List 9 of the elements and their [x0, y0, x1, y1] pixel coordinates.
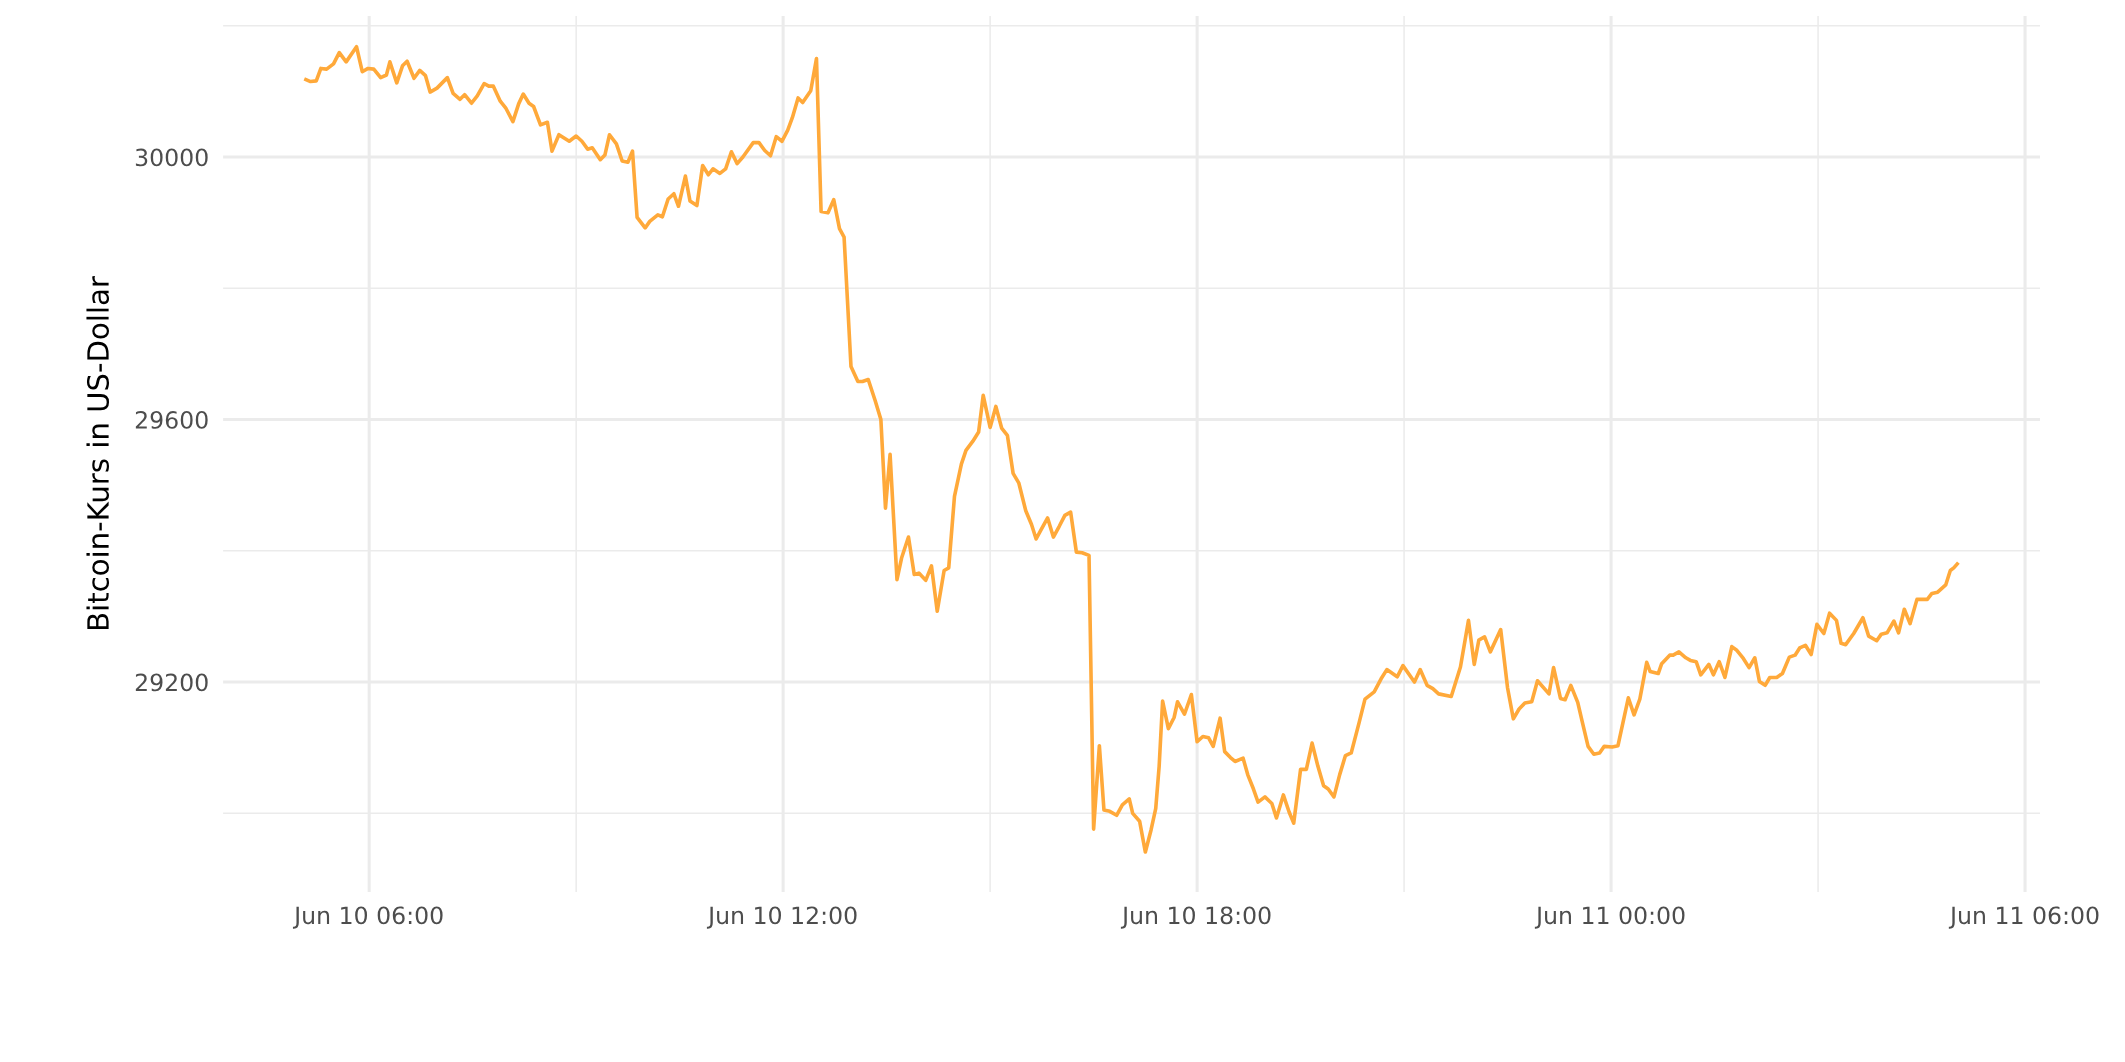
x-tick-label: Jun 10 12:00 [706, 906, 857, 929]
x-tick-label: Jun 10 18:00 [1120, 906, 1271, 929]
y-tick-label: 29600 [135, 411, 208, 429]
y-axis-title: Bitcoin-Kurs in US-Dollar [86, 276, 110, 630]
x-tick-label: Jun 11 00:00 [1534, 906, 1685, 929]
x-tick-label: Jun 10 06:00 [292, 906, 443, 929]
y-tick-label: 29200 [135, 673, 208, 692]
x-tick-label: Jun 11 06:00 [1948, 906, 2099, 929]
y-tick-label: 30000 [135, 148, 208, 167]
